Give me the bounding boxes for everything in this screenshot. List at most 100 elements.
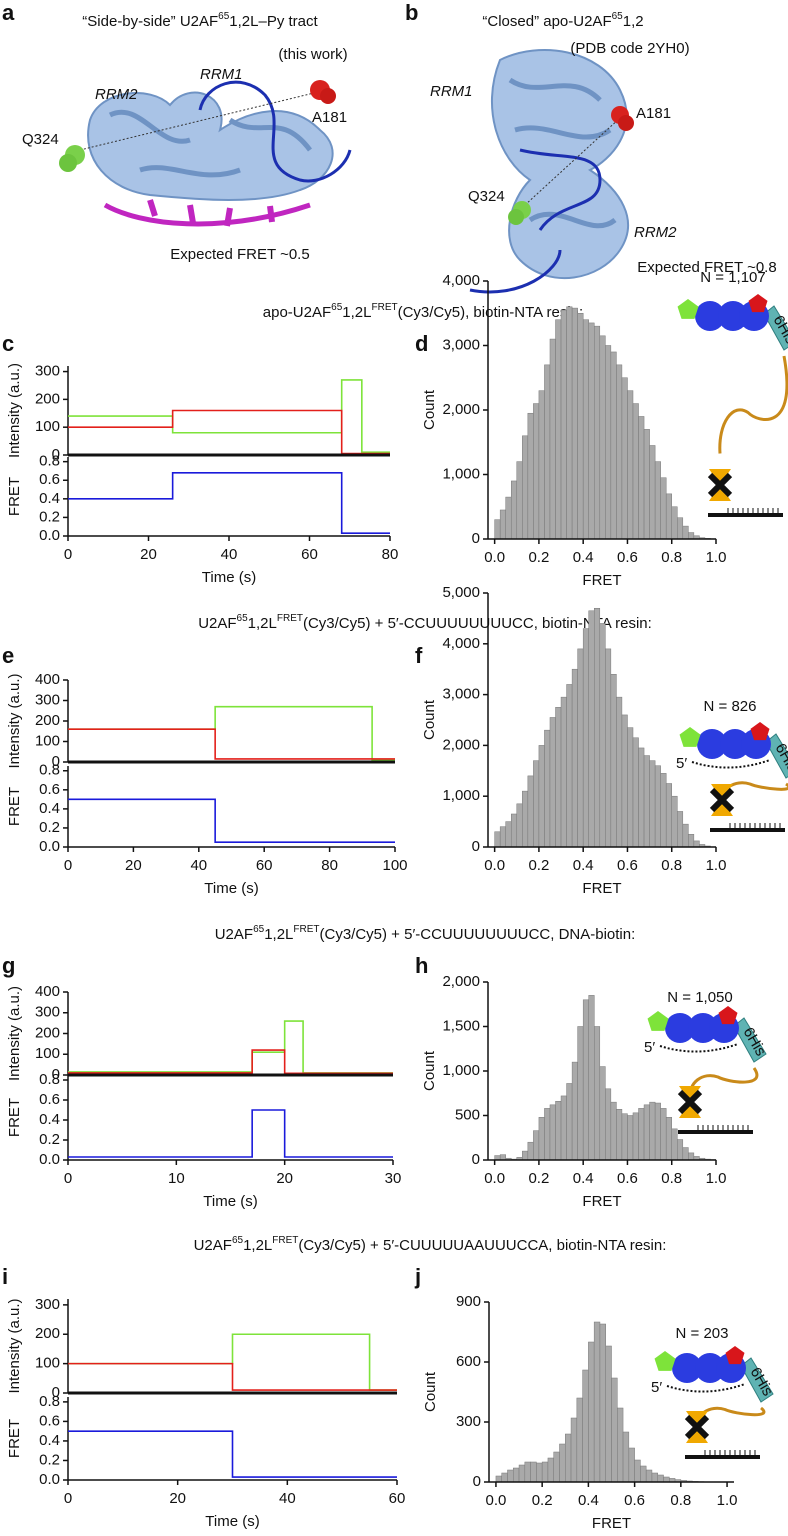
x-tick-label: 0.0	[484, 1170, 505, 1187]
y-tick-label: 0.0	[39, 1151, 60, 1168]
rna-strand	[691, 759, 771, 769]
y-axis-label: Count	[422, 1371, 439, 1412]
bar	[599, 1066, 606, 1161]
x-tick-label: 40	[190, 857, 207, 874]
bar	[654, 461, 661, 540]
bar	[643, 1104, 650, 1161]
bar	[616, 696, 623, 848]
title-part: 1,2L–Py tract	[229, 13, 318, 30]
bar	[549, 1104, 556, 1161]
y-tick-label: 200	[35, 712, 60, 729]
fluorophore	[647, 1011, 669, 1031]
bar	[533, 1130, 540, 1161]
bar	[671, 506, 678, 540]
bar	[582, 319, 589, 540]
bar	[560, 1095, 567, 1161]
x-tick-label: 20	[276, 1170, 293, 1187]
panel-label: a	[2, 0, 15, 25]
his-tag	[733, 1017, 767, 1063]
bar	[594, 607, 601, 848]
structure-subtitle: (this work)	[278, 46, 347, 63]
bar	[645, 1469, 653, 1483]
title-part: (Cy3/Cy5), biotin-NTA resin:	[398, 304, 584, 321]
bar	[599, 335, 606, 540]
structure-caption: Expected FRET ~0.5	[170, 246, 309, 263]
row-title: U2AF651,2LFRET(Cy3/Cy5) + 5′-CCUUUUUUUUC…	[215, 924, 636, 943]
bar	[565, 1433, 572, 1483]
y-tick-label: 0	[52, 446, 60, 463]
title-part: 1,2	[623, 13, 644, 30]
fluorophore	[750, 722, 770, 741]
bar	[677, 517, 684, 540]
domain-label: RRM2	[634, 224, 677, 241]
panel-label: c	[2, 331, 14, 356]
title-part: U2AF	[215, 926, 253, 943]
y-tick-label: 0	[473, 1473, 481, 1490]
y-axis-label: Intensity (a.u.)	[6, 673, 23, 768]
bar	[533, 403, 540, 540]
bar	[593, 1321, 601, 1483]
y-tick-label: 200	[35, 390, 60, 407]
bar	[544, 364, 551, 540]
title-part: U2AF	[198, 615, 236, 632]
x-tick-label: 0.8	[670, 1492, 691, 1509]
y-tick-label: 5,000	[442, 584, 480, 601]
domain	[718, 301, 748, 331]
y-tick-label: 0.6	[39, 1091, 60, 1108]
x-tick-label: 20	[169, 1490, 186, 1507]
bar	[605, 1088, 612, 1161]
bar	[494, 519, 501, 540]
x-axis-label: FRET	[582, 880, 621, 897]
x-tick-label: 0.6	[617, 857, 638, 874]
bar	[524, 1461, 531, 1483]
y-tick-label: 0	[52, 1066, 60, 1083]
bar	[555, 707, 562, 848]
x-axis-label: Time (s)	[203, 1193, 257, 1210]
y-tick-label: 0.4	[39, 490, 60, 507]
bar	[518, 1464, 526, 1483]
x-tick-label: 1.0	[706, 549, 727, 566]
x-tick-label: 1.0	[706, 857, 727, 874]
bar	[566, 1083, 573, 1161]
block	[677, 1089, 703, 1115]
title-part: U2AF	[194, 1237, 232, 1254]
title-part: FRET	[277, 613, 303, 624]
domain	[688, 1013, 718, 1043]
bar	[628, 1447, 635, 1483]
n-annotation: N = 826	[704, 698, 757, 715]
bar	[588, 322, 595, 540]
y-tick-label: 400	[35, 983, 60, 1000]
bar	[505, 821, 512, 848]
y-tick-label: 2,000	[442, 973, 480, 990]
title-part: (Cy3/Cy5) + 5′-CUUUUUAAUUUCCA, biotin-NT…	[298, 1237, 666, 1254]
bar	[513, 1467, 520, 1483]
bar	[559, 1443, 566, 1483]
y-axis-label: Count	[421, 389, 438, 430]
trace	[68, 705, 395, 761]
title-part: FRET	[272, 1235, 298, 1246]
title-part: (Cy3/Cy5) + 5′-CCUUUUUUUUCC, biotin-NTA …	[303, 615, 652, 632]
bar	[671, 795, 678, 848]
bar	[665, 1117, 672, 1161]
bar	[622, 1431, 630, 1483]
bar	[638, 1108, 645, 1161]
title-part: apo-U2AF	[263, 304, 331, 321]
bar	[494, 831, 501, 848]
x-axis-label: Time (s)	[202, 569, 256, 586]
y-tick-label: 600	[456, 1353, 481, 1370]
fluorophore	[677, 299, 699, 319]
y-tick-label: 0.8	[39, 762, 60, 779]
y-axis-label: Intensity (a.u.)	[6, 986, 23, 1081]
y-tick-label: 0.2	[39, 1131, 60, 1148]
his-tag	[765, 733, 788, 779]
bar	[632, 1112, 639, 1161]
panel-label: i	[2, 1264, 8, 1289]
bar	[632, 403, 639, 540]
bar	[582, 999, 589, 1161]
n-annotation: N = 203	[676, 1325, 729, 1342]
bar	[599, 1323, 606, 1483]
bar	[610, 674, 617, 848]
x-tick-label: 0.8	[661, 1170, 682, 1187]
structure-b	[469, 49, 634, 294]
